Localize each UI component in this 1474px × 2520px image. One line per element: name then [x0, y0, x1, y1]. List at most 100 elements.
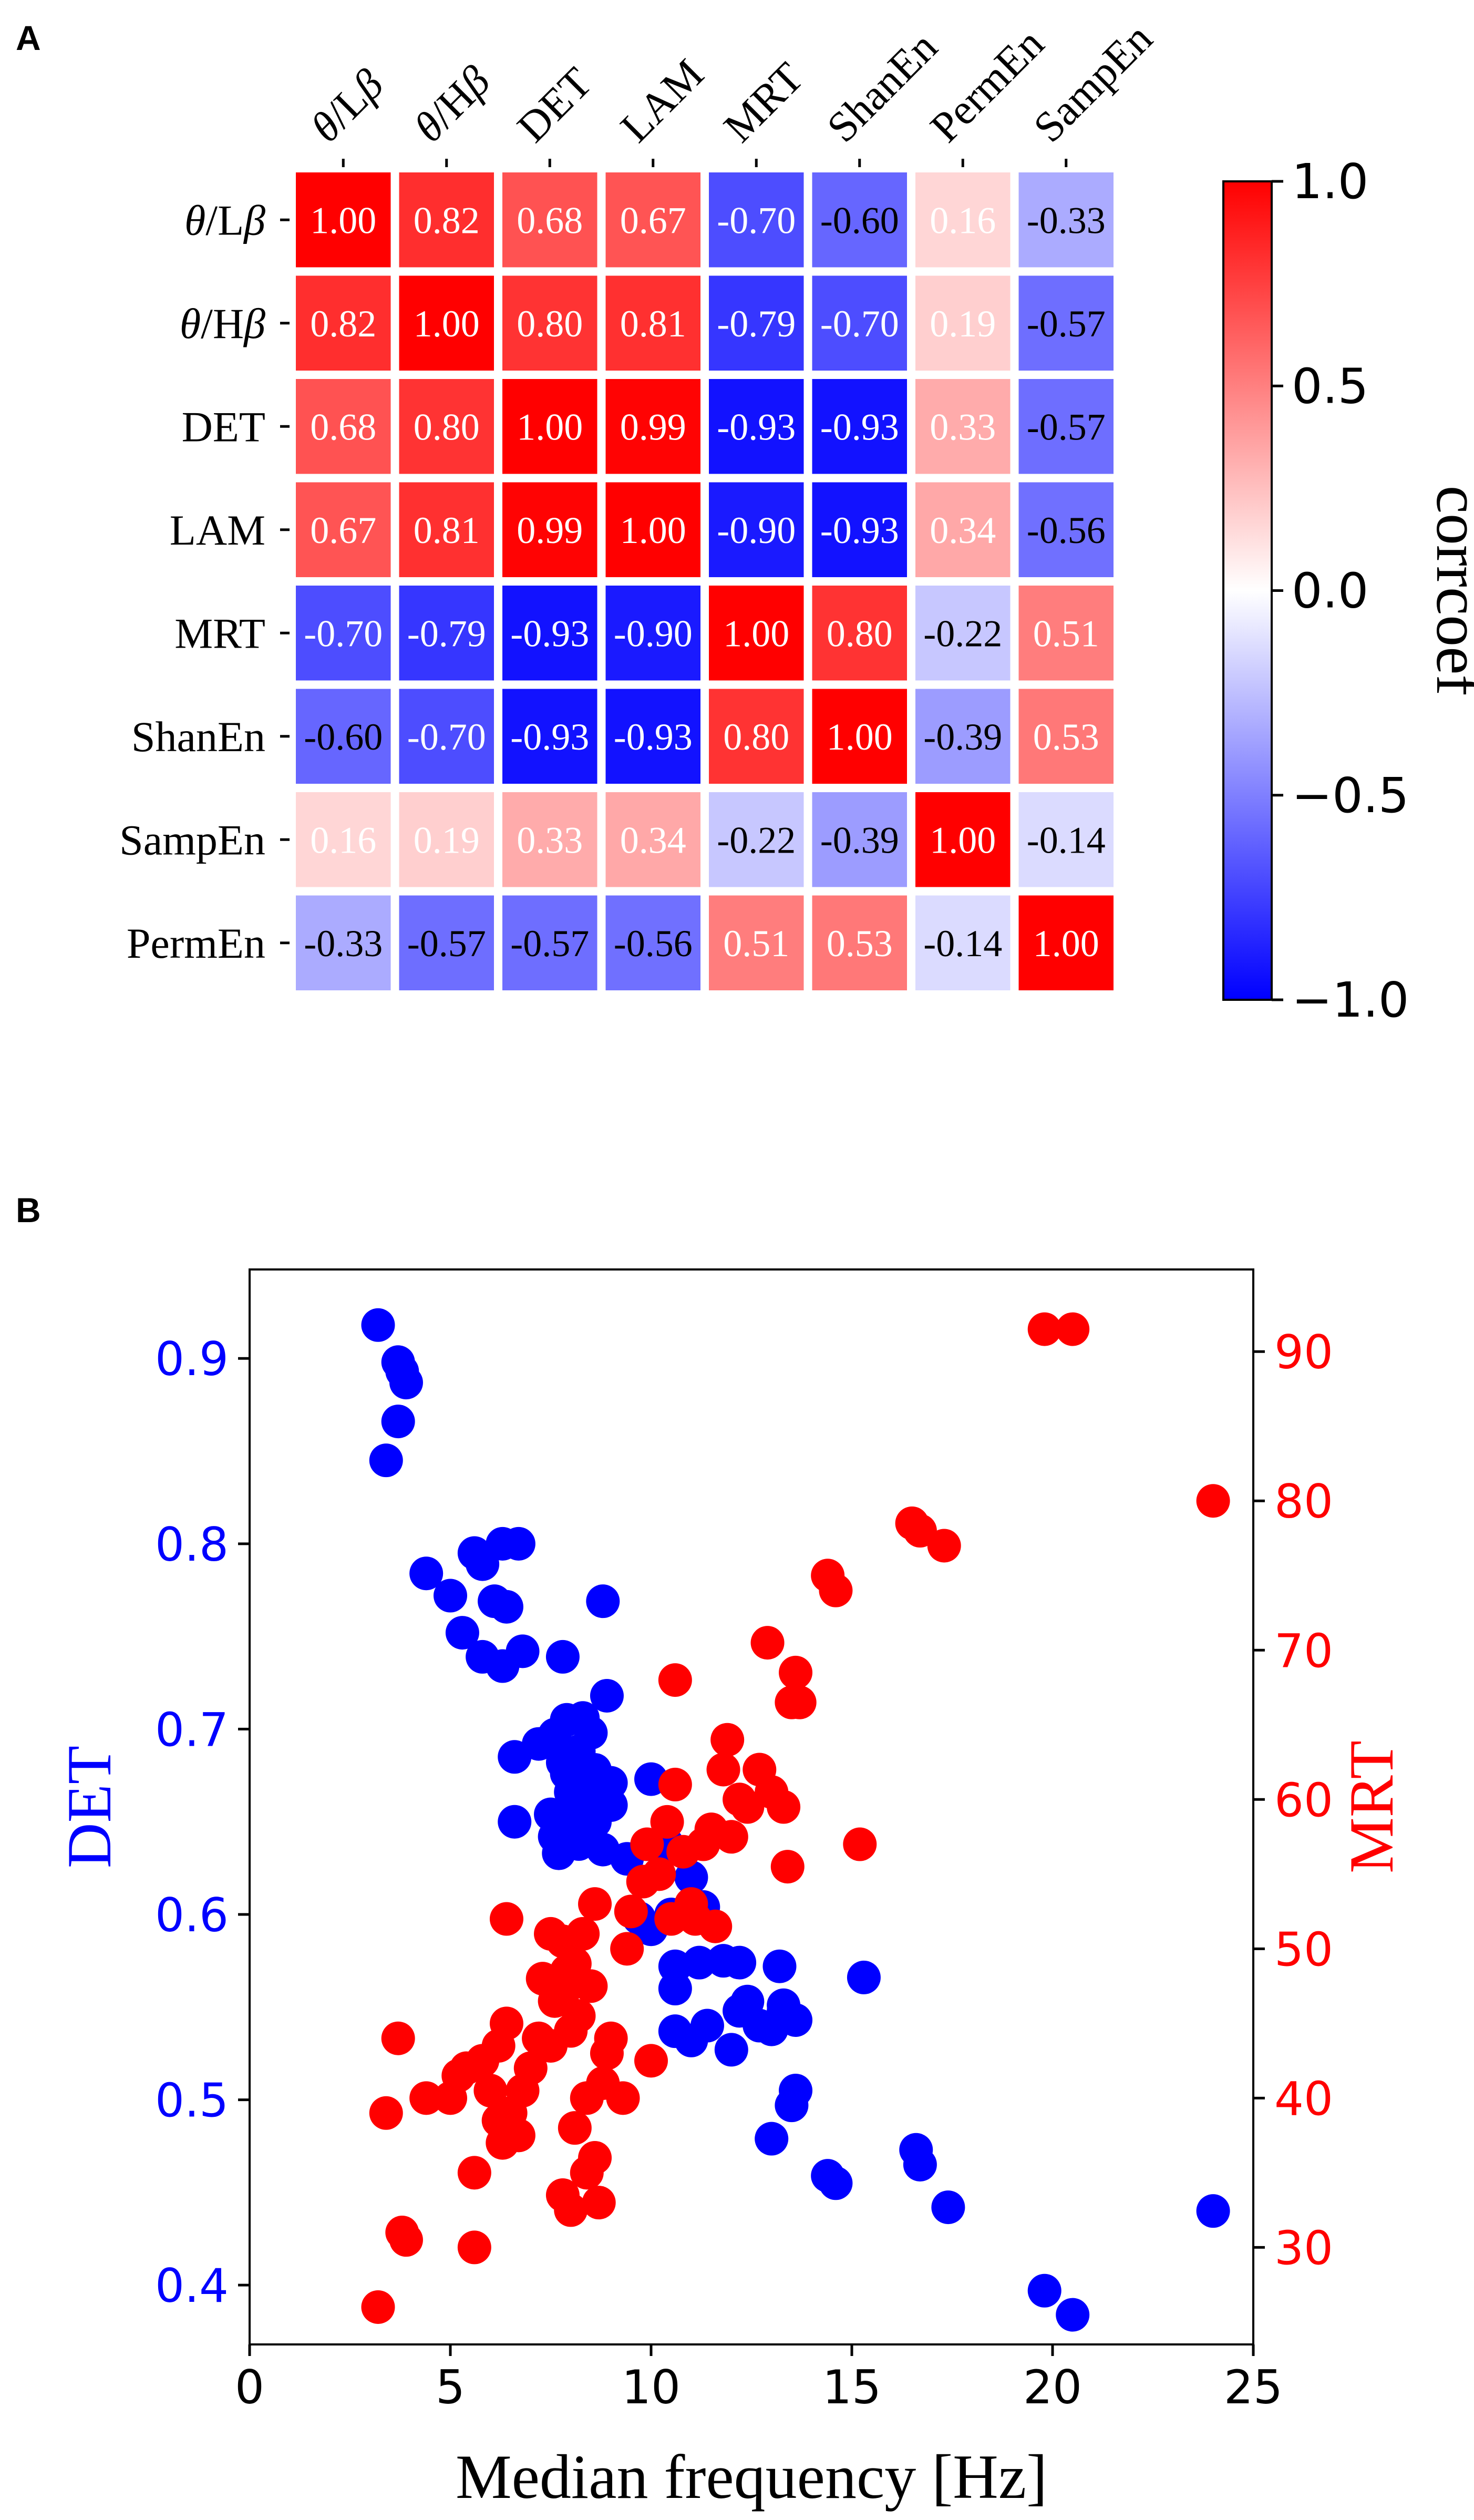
heatmap-cell	[812, 586, 907, 681]
det-point	[409, 1556, 444, 1591]
mrt-point	[650, 1805, 684, 1839]
mrt-point	[658, 1767, 692, 1801]
x-tick-label: 20	[1023, 2360, 1082, 2414]
panel-b-label: B	[16, 1191, 41, 1230]
heatmap-cell-value: -0.79	[407, 612, 486, 654]
right-y-tick-label: 90	[1274, 1325, 1333, 1379]
det-point	[498, 1805, 532, 1839]
heatmap-cell-value: 0.67	[310, 509, 376, 551]
heatmap-cell	[915, 172, 1011, 268]
plot-frame	[249, 1268, 1254, 2345]
heatmap-cell	[399, 379, 494, 474]
heatmap-cell	[605, 275, 700, 371]
heatmap-cell	[399, 586, 494, 681]
colorbar-tick-label: 0.5	[1292, 358, 1368, 414]
mrt-point	[489, 2006, 523, 2041]
column-label: ShanEn	[818, 23, 946, 151]
heatmap-cell	[296, 482, 391, 577]
det-point	[389, 1366, 423, 1400]
right-y-tick-label: 70	[1274, 1624, 1333, 1678]
det-point	[682, 1945, 716, 1980]
heatmap-cell-value: -0.14	[923, 923, 1002, 965]
colorbar-tick-label: 1.0	[1292, 153, 1368, 210]
heatmap-cell-value: 1.00	[930, 819, 996, 861]
mrt-point	[562, 1999, 596, 2033]
heatmap-cell	[915, 379, 1011, 474]
det-point	[434, 1579, 467, 1613]
det-point	[1196, 2194, 1230, 2228]
heatmap-cell	[296, 172, 391, 268]
heatmap-cell	[812, 689, 907, 784]
heatmap-cell	[709, 895, 804, 990]
mrt-point	[610, 1932, 644, 1966]
row-label: PermEn	[127, 919, 265, 967]
heatmap-cell	[399, 172, 494, 268]
heatmap-cell-value: -0.93	[820, 406, 899, 448]
heatmap-cell-value: 1.00	[310, 199, 376, 241]
det-point	[903, 2147, 937, 2181]
heatmap-cell-value: -0.56	[614, 923, 693, 965]
heatmap-cell	[399, 482, 494, 577]
heatmap-cell-value: 0.68	[517, 199, 583, 241]
right-y-tick-label: 60	[1274, 1773, 1333, 1827]
heatmap-cell	[399, 792, 494, 887]
heatmap-cell	[812, 379, 907, 474]
mrt-point	[767, 1790, 801, 1824]
heatmap-cell	[399, 895, 494, 990]
mrt-point	[706, 1753, 740, 1787]
heatmap-cell-value: 1.00	[1033, 923, 1099, 965]
heatmap-cell	[709, 792, 804, 887]
det-point	[714, 2033, 748, 2067]
heatmap-cell	[1018, 379, 1114, 474]
det-point	[690, 2009, 724, 2043]
det-point	[775, 2088, 809, 2123]
det-point	[489, 1590, 523, 1624]
heatmap-cell	[605, 586, 700, 681]
heatmap-cell	[399, 275, 494, 371]
row-label: SampEn	[119, 816, 265, 864]
heatmap-row-labels: θ/Lβ θ/Hβ DET LAM MRT ShanEn SampEn PermEn	[119, 196, 290, 967]
mrt-point	[554, 2193, 588, 2227]
correlation-heatmap: 1.00 0.82 0.68 0.67 -0.70 -0.60 0.16 -0.33 0.82 1…	[296, 172, 1114, 990]
heatmap-cell-value: 0.81	[414, 509, 480, 551]
heatmap-cell	[1018, 482, 1114, 577]
mrt-point	[630, 1827, 664, 1861]
mrt-point	[534, 1917, 568, 1951]
det-point	[658, 1972, 692, 2006]
det-point	[501, 1527, 535, 1561]
heatmap-cell	[296, 275, 391, 371]
heatmap-cell-value: -0.70	[304, 612, 383, 654]
heatmap-cell-value: 0.80	[827, 612, 893, 654]
heatmap-cell-value: -0.93	[510, 612, 589, 654]
heatmap-cell	[502, 275, 597, 371]
row-label: θ/Hβ	[180, 300, 265, 347]
heatmap-cell	[812, 172, 907, 268]
mrt-point	[698, 1909, 733, 1943]
heatmap-cell-value: 0.33	[930, 406, 996, 448]
heatmap-cell-value: -0.57	[1027, 406, 1106, 448]
column-label: SampEn	[1024, 14, 1161, 151]
column-label: θ/Lβ	[302, 60, 393, 151]
x-tick-label: 5	[436, 2360, 465, 2414]
det-point	[1056, 2298, 1090, 2332]
heatmap-cell-value: 1.00	[414, 303, 480, 345]
mrt-point	[473, 2074, 508, 2108]
column-label: DET	[508, 58, 601, 151]
heatmap-cell	[605, 172, 700, 268]
heatmap-cell-value: -0.90	[717, 509, 796, 551]
mrt-point	[574, 1969, 608, 2003]
right-y-tick-label: 40	[1274, 2072, 1333, 2126]
scatter-plot: 0 5 10 15 20 25 Median frequency [Hz] 0.4 0.5 0.6…	[54, 1268, 1406, 2512]
colorbar-label: corrcoef	[1424, 486, 1474, 696]
x-axis-label: Median frequency [Hz]	[456, 2442, 1047, 2512]
right-y-tick-label: 80	[1274, 1474, 1333, 1529]
mrt-point	[750, 1626, 785, 1660]
det-point	[723, 1945, 757, 1980]
heatmap-cell	[1018, 275, 1114, 371]
heatmap-cell-value: 1.00	[620, 509, 686, 551]
heatmap-cell-value: 0.16	[310, 819, 376, 861]
row-label: MRT	[174, 609, 265, 657]
mrt-point	[389, 2223, 423, 2257]
left-y-axis-label: DET	[54, 1746, 124, 1868]
heatmap-cell	[296, 379, 391, 474]
